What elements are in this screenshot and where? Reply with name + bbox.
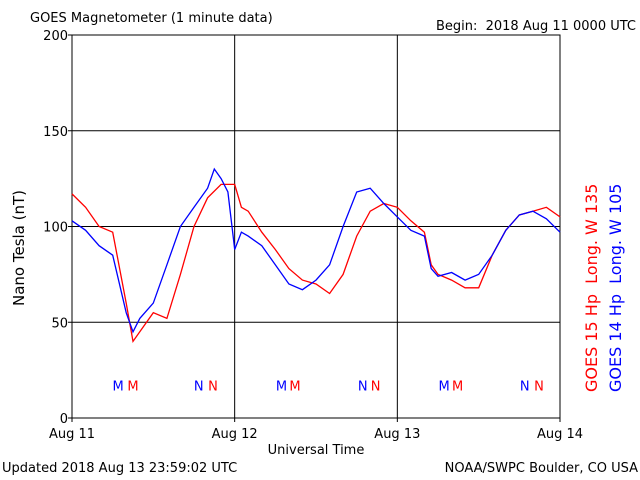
x-tick-label: Aug 11 <box>49 427 95 442</box>
series-line <box>71 183 561 344</box>
annotation: N <box>194 379 204 394</box>
legend-entry: GOES 14 Hp Long. W 105 <box>606 184 625 392</box>
series-line <box>71 167 561 334</box>
y-axis-label: Nano Tesla (nT) <box>10 190 28 306</box>
y-tick-label: 150 <box>43 125 68 140</box>
annotation: N <box>208 379 218 394</box>
annotation: N <box>520 379 530 394</box>
x-axis-label: Universal Time <box>268 443 365 458</box>
annotation: N <box>371 379 381 394</box>
chart-subtitle: Begin: 2018 Aug 11 0000 UTC <box>436 19 636 34</box>
y-tick-label: 200 <box>43 29 68 44</box>
y-tick-label: 50 <box>51 316 68 331</box>
annotation: M <box>438 379 449 394</box>
annotation: M <box>289 379 300 394</box>
y-tick-label: 100 <box>43 221 68 236</box>
annotation: M <box>452 379 463 394</box>
chart-title: GOES Magnetometer (1 minute data) <box>30 11 273 26</box>
x-tick-label: Aug 14 <box>537 427 583 442</box>
annotation: M <box>127 379 138 394</box>
x-tick-label: Aug 13 <box>374 427 420 442</box>
footer-right: NOAA/SWPC Boulder, CO USA <box>445 461 638 476</box>
annotation: M <box>276 379 287 394</box>
y-tick-label: 0 <box>60 412 68 427</box>
legend-entry: GOES 15 Hp Long. W 135 <box>582 184 601 392</box>
footer-left: Updated 2018 Aug 13 23:59:02 UTC <box>2 461 237 476</box>
annotation: N <box>358 379 368 394</box>
annotation: N <box>534 379 544 394</box>
x-tick-label: Aug 12 <box>212 427 258 442</box>
annotation: M <box>112 379 123 394</box>
